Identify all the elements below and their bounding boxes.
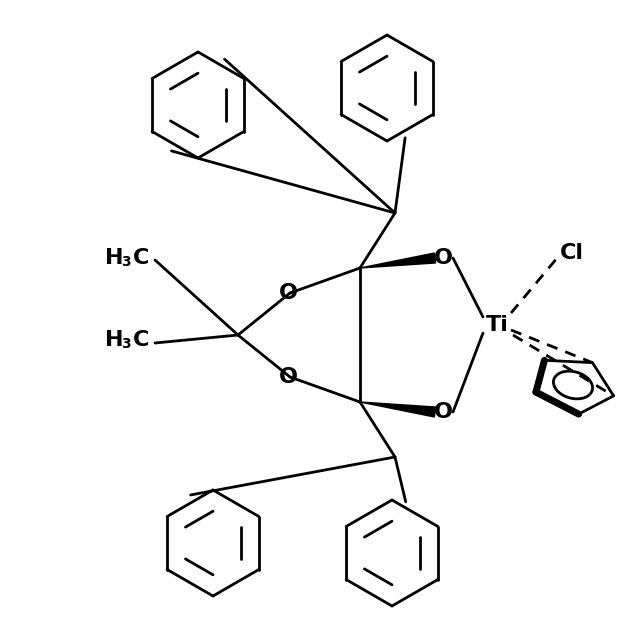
Text: Ti: Ti [485, 315, 508, 335]
Text: 3: 3 [121, 255, 131, 269]
Text: H: H [105, 248, 124, 268]
Text: O: O [278, 367, 297, 387]
Text: H: H [105, 330, 124, 350]
Polygon shape [360, 402, 436, 417]
Text: C: C [133, 330, 149, 350]
Text: O: O [434, 248, 452, 268]
Text: C: C [133, 248, 149, 268]
Text: 3: 3 [121, 337, 131, 351]
Text: O: O [278, 283, 297, 303]
Text: Cl: Cl [560, 243, 584, 263]
Polygon shape [360, 253, 436, 268]
Text: O: O [434, 402, 452, 422]
